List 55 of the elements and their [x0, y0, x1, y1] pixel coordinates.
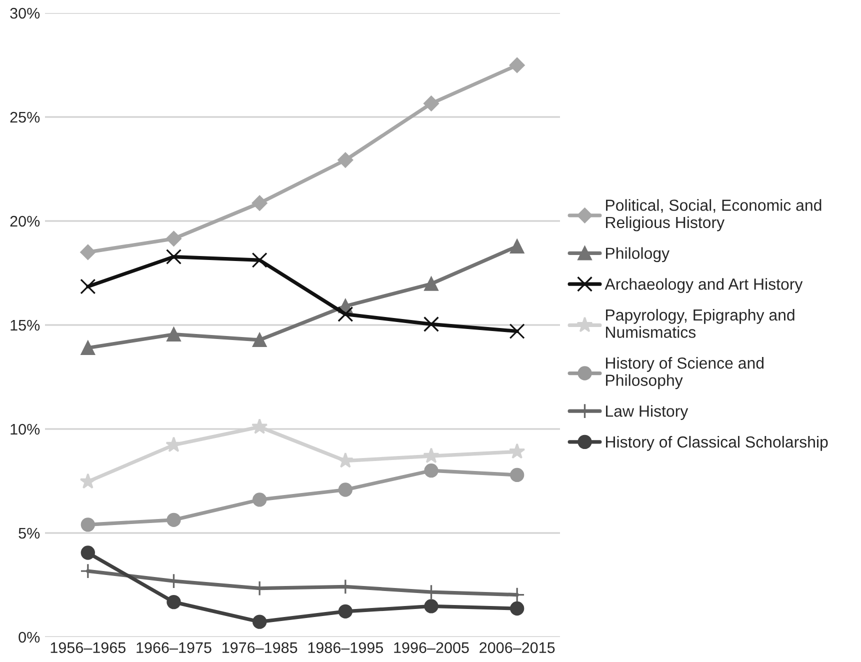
point [338, 604, 352, 618]
point [252, 252, 268, 268]
point [166, 248, 182, 265]
legend-label: History of Classical Scholarship [606, 436, 828, 451]
x-tick-label: 1956–1965 [50, 642, 126, 654]
point [252, 492, 267, 507]
point [338, 152, 354, 168]
y-tick-label: 5% [18, 528, 40, 539]
legend-label: Philology [606, 247, 670, 262]
point [252, 614, 267, 629]
point [510, 239, 524, 254]
y-tick-label: 30% [10, 8, 40, 19]
point [166, 594, 181, 610]
point [509, 58, 525, 73]
point [166, 436, 182, 452]
x-tick-label: 1986–1995 [308, 642, 384, 654]
point [252, 332, 267, 348]
y-tick-label: 25% [10, 112, 40, 123]
point [337, 452, 354, 468]
point [338, 482, 352, 497]
point [80, 244, 96, 260]
y-tick-label: 15% [10, 320, 40, 331]
x-tick-label: 1996–2005 [394, 642, 469, 654]
point [424, 276, 438, 291]
legend-label: Law History [606, 405, 688, 420]
point [166, 512, 181, 527]
point [252, 195, 268, 211]
x-tick-label: 2006–2015 [480, 642, 555, 654]
point [424, 599, 438, 614]
y-tick-label: 20% [10, 216, 40, 227]
point [80, 518, 95, 532]
legend-label: History of Science and Philosophy [606, 357, 764, 390]
point [510, 468, 524, 482]
legend-label: Papyrology, Epigraphy and Numismatics [606, 308, 794, 338]
x-tick-label: 1976–1985 [222, 642, 298, 654]
point [166, 230, 182, 246]
y-tick-label: 10% [10, 424, 40, 435]
point [338, 306, 354, 322]
legend-label: Archaeology and Art History [604, 278, 803, 293]
point [251, 418, 268, 434]
point [80, 546, 95, 560]
point [80, 473, 96, 489]
point [509, 323, 525, 340]
x-tick-label: 1966–1975 [136, 642, 212, 654]
point [423, 316, 440, 332]
point [80, 278, 96, 294]
legend-label: Political, Social, Economic and Religious History [606, 199, 822, 232]
point [423, 448, 440, 464]
point [508, 443, 526, 459]
point [166, 327, 181, 342]
point [424, 464, 438, 478]
point [510, 601, 524, 616]
point [80, 340, 95, 355]
point [424, 96, 439, 112]
y-tick-label: 0% [18, 632, 40, 643]
